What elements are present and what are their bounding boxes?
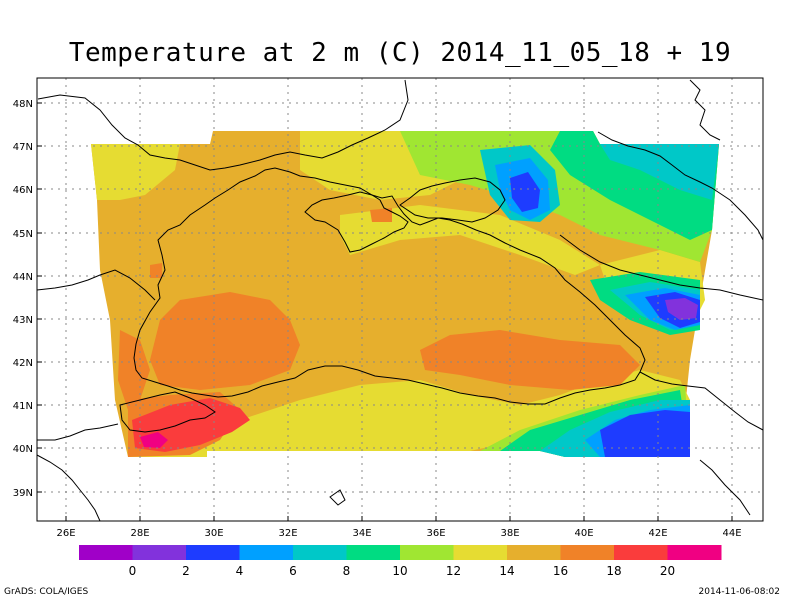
colorbar-label: 0 bbox=[129, 564, 137, 578]
lon-label: 32E bbox=[278, 528, 297, 539]
lat-label: 45N bbox=[13, 229, 33, 240]
colorbar-swatch bbox=[186, 545, 240, 560]
field-22 bbox=[140, 432, 168, 448]
crimea-coast bbox=[304, 191, 409, 253]
lon-label: 44E bbox=[722, 528, 741, 539]
lon-label: 38E bbox=[500, 528, 519, 539]
graticule bbox=[37, 78, 763, 521]
tick-marks bbox=[37, 102, 733, 521]
field-2-east bbox=[665, 298, 698, 320]
field-4-se bbox=[600, 410, 690, 457]
credit-text: GrADS: COLA/IGES bbox=[4, 587, 89, 597]
south-inland bbox=[699, 459, 751, 516]
colorbar-label: 12 bbox=[446, 564, 461, 578]
field-14-south bbox=[128, 370, 690, 457]
colorbar-swatch bbox=[293, 545, 347, 560]
timestamp-text: 2014-11-06-08:02 bbox=[698, 587, 781, 597]
lat-label: 44N bbox=[13, 272, 33, 283]
colorbar-swatch bbox=[453, 545, 508, 560]
lat-label: 39N bbox=[13, 488, 33, 499]
georgia-border bbox=[639, 371, 763, 431]
marmara-coast bbox=[119, 391, 216, 433]
lon-label: 42E bbox=[648, 528, 667, 539]
field-18-sw bbox=[118, 330, 150, 410]
lon-labels: 26E 28E 30E 32E 34E 36E 38E 40E 42E 44E bbox=[56, 528, 741, 539]
colorbar-label: 6 bbox=[289, 564, 297, 578]
lat-label: 40N bbox=[13, 444, 33, 455]
field-4-azov bbox=[510, 172, 540, 212]
chart-title: Temperature at 2 m (C) 2014_11_05_18 + 1… bbox=[68, 38, 732, 68]
azov-coast bbox=[399, 177, 506, 223]
lon-label: 34E bbox=[352, 528, 371, 539]
turkey-border bbox=[37, 423, 119, 441]
lon-label: 40E bbox=[574, 528, 593, 539]
field-18-north bbox=[370, 208, 392, 222]
caucasus-ridge bbox=[559, 234, 763, 301]
colorbar-swatch bbox=[346, 545, 401, 560]
northeast-border bbox=[597, 131, 763, 241]
map-frame bbox=[36, 77, 764, 522]
colorbar-label: 20 bbox=[660, 564, 675, 578]
north-border bbox=[37, 79, 409, 171]
small-island bbox=[329, 489, 346, 506]
field-8-ne bbox=[600, 144, 719, 200]
lon-label: 30E bbox=[204, 528, 223, 539]
colorbar-swatch bbox=[560, 545, 615, 560]
lat-label: 42N bbox=[13, 358, 33, 369]
field-14-nw bbox=[91, 144, 180, 200]
lon-label: 28E bbox=[130, 528, 149, 539]
colorbar-swatch bbox=[132, 545, 187, 560]
lat-labels: 48N 47N 46N 45N 44N 43N 42N 41N 40N 39N bbox=[13, 99, 33, 499]
colorbar-swatch bbox=[507, 545, 561, 560]
colorbar-label: 4 bbox=[236, 564, 244, 578]
lat-label: 41N bbox=[13, 401, 33, 412]
black-sea-coast bbox=[133, 167, 646, 405]
field-18-east bbox=[420, 330, 640, 390]
colorbar-swatch bbox=[79, 545, 133, 560]
colorbar-label: 8 bbox=[343, 564, 351, 578]
field-18-west bbox=[150, 292, 300, 390]
colorbar-swatch bbox=[400, 545, 454, 560]
lat-label: 48N bbox=[13, 99, 33, 110]
colorbar-swatch bbox=[614, 545, 668, 560]
greece-coast bbox=[37, 454, 101, 521]
colorbar-label: 2 bbox=[182, 564, 190, 578]
lat-label: 46N bbox=[13, 185, 33, 196]
lat-label: 47N bbox=[13, 142, 33, 153]
lat-label: 43N bbox=[13, 315, 33, 326]
field-14-crimea bbox=[340, 205, 600, 275]
colorbar-label: 10 bbox=[392, 564, 407, 578]
lon-label: 36E bbox=[426, 528, 445, 539]
colorbar-label: 14 bbox=[499, 564, 514, 578]
east-coast bbox=[689, 79, 721, 141]
colorbar bbox=[79, 545, 722, 560]
colorbar-swatch bbox=[239, 545, 294, 560]
field-18-w bbox=[150, 263, 162, 278]
west-border bbox=[37, 269, 156, 301]
coastlines bbox=[37, 79, 763, 521]
temperature-field bbox=[91, 131, 719, 457]
colorbar-labels: 0 2 4 6 8 10 12 14 16 18 20 bbox=[129, 564, 675, 578]
colorbar-label: 18 bbox=[606, 564, 621, 578]
lon-label: 26E bbox=[56, 528, 75, 539]
colorbar-label: 16 bbox=[553, 564, 568, 578]
colorbar-swatch bbox=[667, 545, 722, 560]
